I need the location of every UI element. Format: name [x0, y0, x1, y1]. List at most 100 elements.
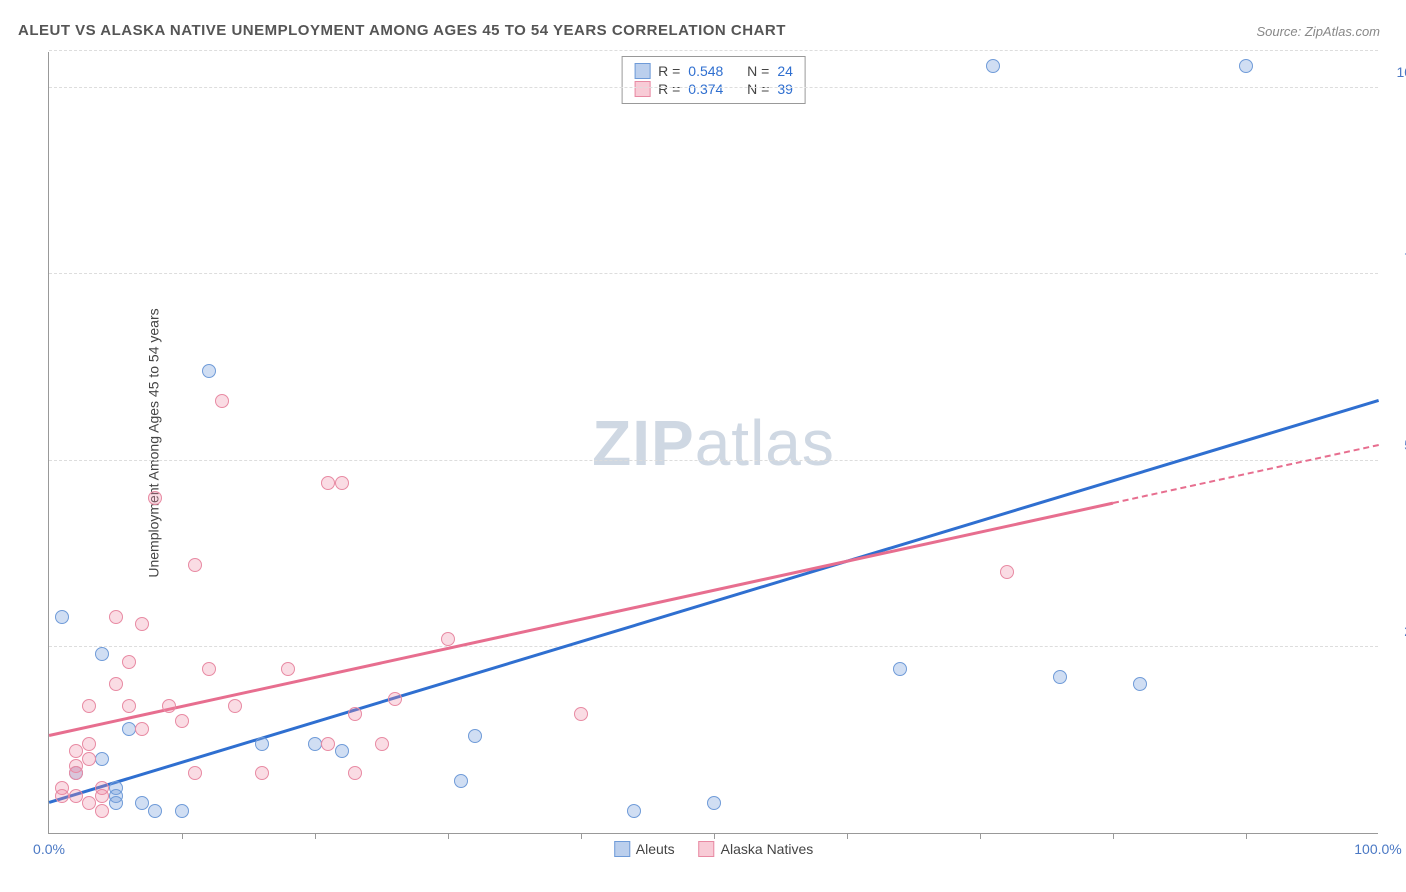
- legend-n-label: N =: [747, 81, 769, 97]
- gridline: [49, 87, 1378, 88]
- gridline: [49, 273, 1378, 274]
- data-point: [255, 766, 269, 780]
- x-tick: [847, 833, 848, 839]
- data-point: [627, 804, 641, 818]
- gridline: [49, 646, 1378, 647]
- data-point: [82, 699, 96, 713]
- legend-r-label: R =: [658, 63, 680, 79]
- data-point: [82, 737, 96, 751]
- data-point: [893, 662, 907, 676]
- data-point: [69, 789, 83, 803]
- trend-line-alaska-natives: [1113, 444, 1379, 504]
- watermark-atlas: atlas: [695, 407, 835, 479]
- data-point: [348, 707, 362, 721]
- data-point: [321, 737, 335, 751]
- data-point: [375, 737, 389, 751]
- data-point: [335, 476, 349, 490]
- data-point: [707, 796, 721, 810]
- data-point: [109, 610, 123, 624]
- data-point: [308, 737, 322, 751]
- data-point: [348, 766, 362, 780]
- data-point: [135, 617, 149, 631]
- alaska-n-value: 39: [777, 81, 793, 97]
- data-point: [215, 394, 229, 408]
- data-point: [69, 744, 83, 758]
- aleuts-n-value: 24: [777, 63, 793, 79]
- trend-line-alaska-natives: [49, 501, 1114, 736]
- data-point: [122, 655, 136, 669]
- y-tick-label: 25.0%: [1384, 623, 1406, 639]
- y-tick-label: 100.0%: [1384, 64, 1406, 80]
- legend-row-alaska-natives: R = 0.374 N = 39: [634, 81, 793, 97]
- alaska-r-value: 0.374: [688, 81, 723, 97]
- data-point: [55, 610, 69, 624]
- gridline: [49, 50, 1378, 51]
- data-point: [388, 692, 402, 706]
- data-point: [55, 789, 69, 803]
- swatch-blue-icon: [634, 63, 650, 79]
- x-tick: [1113, 833, 1114, 839]
- aleuts-r-value: 0.548: [688, 63, 723, 79]
- data-point: [122, 722, 136, 736]
- x-tick: [1246, 833, 1247, 839]
- legend-n-label: N =: [747, 63, 769, 79]
- x-tick: [714, 833, 715, 839]
- data-point: [188, 558, 202, 572]
- x-tick: [980, 833, 981, 839]
- data-point: [95, 752, 109, 766]
- data-point: [135, 796, 149, 810]
- legend-label-aleuts: Aleuts: [636, 841, 675, 857]
- y-tick-label: 75.0%: [1384, 250, 1406, 266]
- swatch-blue-icon: [614, 841, 630, 857]
- data-point: [69, 766, 83, 780]
- x-tick: [182, 833, 183, 839]
- data-point: [574, 707, 588, 721]
- data-point: [228, 699, 242, 713]
- legend-row-aleuts: R = 0.548 N = 24: [634, 63, 793, 79]
- data-point: [95, 804, 109, 818]
- data-point: [255, 737, 269, 751]
- data-point: [1000, 565, 1014, 579]
- data-point: [1239, 59, 1253, 73]
- plot-area: Unemployment Among Ages 45 to 54 years Z…: [48, 52, 1378, 834]
- data-point: [281, 662, 295, 676]
- x-tick-label-max: 100.0%: [1354, 841, 1401, 857]
- legend-item-aleuts: Aleuts: [614, 841, 675, 857]
- data-point: [175, 804, 189, 818]
- data-point: [148, 491, 162, 505]
- legend-item-alaska-natives: Alaska Natives: [699, 841, 814, 857]
- data-point: [202, 662, 216, 676]
- chart-title: ALEUT VS ALASKA NATIVE UNEMPLOYMENT AMON…: [18, 22, 786, 39]
- data-point: [986, 59, 1000, 73]
- data-point: [109, 796, 123, 810]
- watermark: ZIPatlas: [592, 406, 835, 480]
- swatch-pink-icon: [699, 841, 715, 857]
- x-tick: [581, 833, 582, 839]
- swatch-pink-icon: [634, 81, 650, 97]
- data-point: [148, 804, 162, 818]
- data-point: [468, 729, 482, 743]
- data-point: [175, 714, 189, 728]
- legend-r-label: R =: [658, 81, 680, 97]
- series-legend: Aleuts Alaska Natives: [614, 841, 814, 857]
- data-point: [321, 476, 335, 490]
- y-tick-label: 50.0%: [1384, 437, 1406, 453]
- data-point: [1133, 677, 1147, 691]
- data-point: [95, 647, 109, 661]
- data-point: [1053, 670, 1067, 684]
- data-point: [202, 364, 216, 378]
- y-axis-title: Unemployment Among Ages 45 to 54 years: [146, 308, 162, 577]
- data-point: [162, 699, 176, 713]
- x-tick: [315, 833, 316, 839]
- data-point: [109, 677, 123, 691]
- data-point: [188, 766, 202, 780]
- correlation-legend: R = 0.548 N = 24 R = 0.374 N = 39: [621, 56, 806, 104]
- x-tick-label-min: 0.0%: [33, 841, 65, 857]
- data-point: [82, 796, 96, 810]
- data-point: [441, 632, 455, 646]
- data-point: [454, 774, 468, 788]
- data-point: [122, 699, 136, 713]
- data-point: [95, 789, 109, 803]
- data-point: [82, 752, 96, 766]
- legend-label-alaska: Alaska Natives: [721, 841, 814, 857]
